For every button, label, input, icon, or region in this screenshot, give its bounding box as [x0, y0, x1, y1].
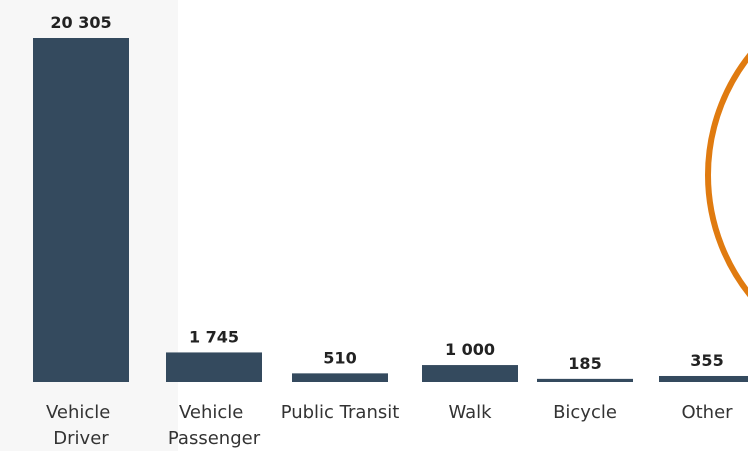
bar [659, 375, 748, 382]
bar [33, 38, 129, 382]
x-tick-label: Vehicle Passenger [168, 402, 261, 449]
value-label: 1 745 [189, 327, 239, 346]
x-tick-label: Vehicle Driver [46, 402, 116, 449]
x-tick-label: Public Transit [281, 402, 400, 423]
value-label: 1 000 [445, 340, 495, 359]
value-label: 510 [323, 348, 356, 367]
bar [166, 352, 262, 382]
value-label: 355 [690, 351, 723, 370]
decorative-ring [705, 52, 748, 298]
x-tick-label: Bicycle [553, 402, 617, 423]
bar [422, 365, 518, 382]
value-label: 185 [568, 354, 601, 373]
bar [537, 378, 633, 382]
x-tick-label: Other [681, 402, 733, 423]
value-label: 20 305 [50, 13, 111, 32]
bar [292, 373, 388, 382]
x-tick-label: Walk [448, 402, 492, 423]
